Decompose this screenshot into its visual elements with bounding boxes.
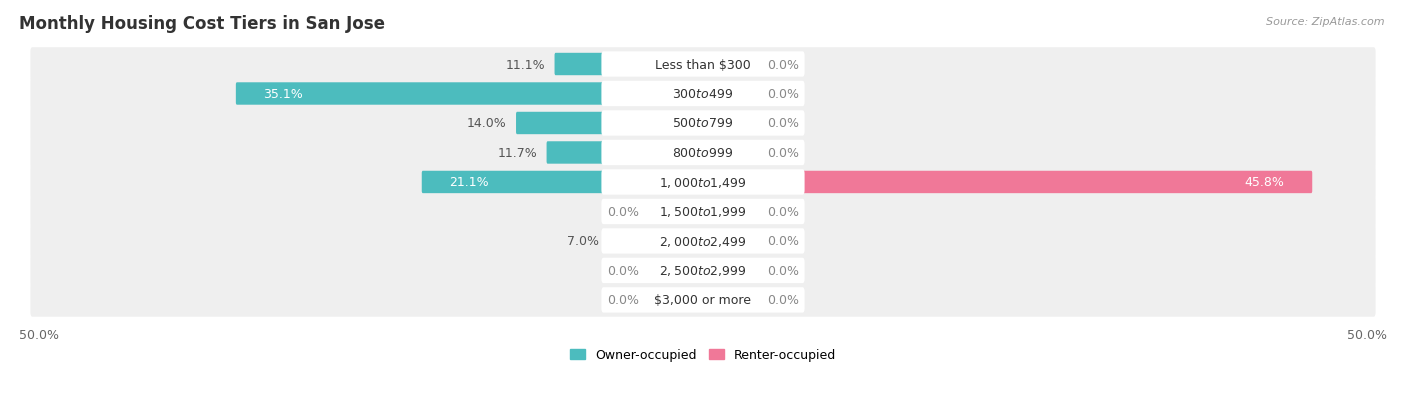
FancyBboxPatch shape — [31, 254, 1375, 287]
Text: 0.0%: 0.0% — [607, 264, 640, 277]
FancyBboxPatch shape — [602, 140, 804, 166]
Text: $2,000 to $2,499: $2,000 to $2,499 — [659, 234, 747, 248]
FancyBboxPatch shape — [648, 289, 704, 311]
FancyBboxPatch shape — [702, 83, 758, 105]
Text: 0.0%: 0.0% — [607, 294, 640, 307]
Text: 21.1%: 21.1% — [450, 176, 489, 189]
FancyBboxPatch shape — [648, 201, 704, 223]
Text: 45.8%: 45.8% — [1244, 176, 1285, 189]
FancyBboxPatch shape — [31, 78, 1375, 111]
Text: $300 to $499: $300 to $499 — [672, 88, 734, 101]
FancyBboxPatch shape — [554, 54, 704, 76]
FancyBboxPatch shape — [31, 136, 1375, 170]
Legend: Owner-occupied, Renter-occupied: Owner-occupied, Renter-occupied — [565, 343, 841, 366]
Text: 0.0%: 0.0% — [766, 294, 799, 307]
Text: 0.0%: 0.0% — [766, 117, 799, 130]
Text: 0.0%: 0.0% — [607, 205, 640, 218]
FancyBboxPatch shape — [702, 112, 758, 135]
Text: 0.0%: 0.0% — [766, 147, 799, 159]
FancyBboxPatch shape — [602, 82, 804, 107]
Text: Monthly Housing Cost Tiers in San Jose: Monthly Housing Cost Tiers in San Jose — [20, 15, 385, 33]
Text: 7.0%: 7.0% — [568, 235, 599, 248]
FancyBboxPatch shape — [609, 230, 704, 252]
Text: 35.1%: 35.1% — [263, 88, 304, 101]
FancyBboxPatch shape — [547, 142, 704, 164]
Text: Less than $300: Less than $300 — [655, 58, 751, 71]
FancyBboxPatch shape — [422, 171, 704, 194]
FancyBboxPatch shape — [702, 260, 758, 282]
FancyBboxPatch shape — [602, 258, 804, 283]
FancyBboxPatch shape — [602, 52, 804, 78]
Text: $2,500 to $2,999: $2,500 to $2,999 — [659, 264, 747, 278]
Text: $500 to $799: $500 to $799 — [672, 117, 734, 130]
FancyBboxPatch shape — [702, 54, 758, 76]
FancyBboxPatch shape — [702, 201, 758, 223]
Text: 0.0%: 0.0% — [766, 88, 799, 101]
Text: 14.0%: 14.0% — [467, 117, 506, 130]
FancyBboxPatch shape — [31, 225, 1375, 258]
FancyBboxPatch shape — [31, 48, 1375, 82]
Text: $1,000 to $1,499: $1,000 to $1,499 — [659, 176, 747, 190]
FancyBboxPatch shape — [602, 287, 804, 313]
Text: 0.0%: 0.0% — [766, 235, 799, 248]
Text: 11.1%: 11.1% — [505, 58, 546, 71]
Text: 11.7%: 11.7% — [498, 147, 537, 159]
FancyBboxPatch shape — [702, 289, 758, 311]
FancyBboxPatch shape — [236, 83, 704, 105]
Text: 0.0%: 0.0% — [766, 205, 799, 218]
FancyBboxPatch shape — [702, 171, 1312, 194]
FancyBboxPatch shape — [648, 260, 704, 282]
Text: Source: ZipAtlas.com: Source: ZipAtlas.com — [1267, 17, 1385, 26]
FancyBboxPatch shape — [31, 166, 1375, 199]
FancyBboxPatch shape — [702, 142, 758, 164]
FancyBboxPatch shape — [602, 170, 804, 195]
FancyBboxPatch shape — [31, 107, 1375, 140]
FancyBboxPatch shape — [602, 229, 804, 254]
FancyBboxPatch shape — [702, 230, 758, 252]
Text: 0.0%: 0.0% — [766, 264, 799, 277]
FancyBboxPatch shape — [602, 111, 804, 136]
FancyBboxPatch shape — [516, 112, 704, 135]
Text: $3,000 or more: $3,000 or more — [655, 294, 751, 307]
Text: $800 to $999: $800 to $999 — [672, 147, 734, 159]
FancyBboxPatch shape — [602, 199, 804, 225]
FancyBboxPatch shape — [31, 195, 1375, 229]
FancyBboxPatch shape — [31, 283, 1375, 317]
Text: $1,500 to $1,999: $1,500 to $1,999 — [659, 205, 747, 219]
Text: 0.0%: 0.0% — [766, 58, 799, 71]
